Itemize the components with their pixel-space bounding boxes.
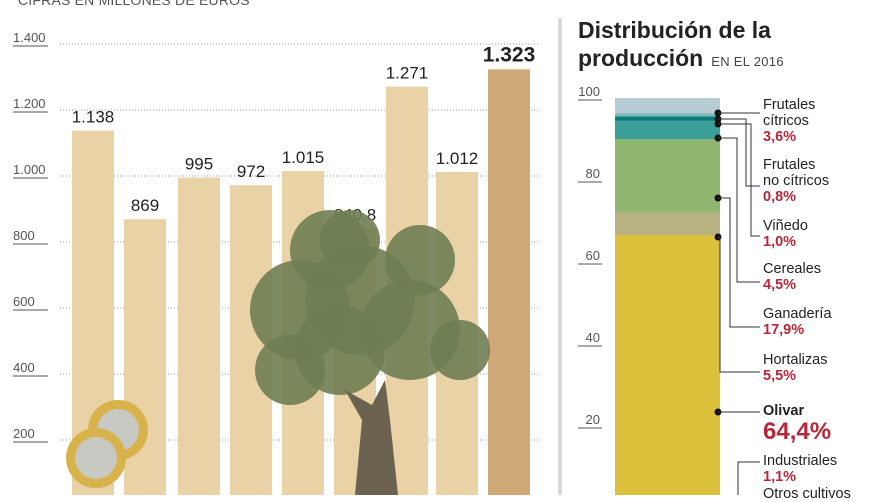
segment-frutales-no-cítricos [615, 112, 720, 117]
distribution-title: Distribución de la producción EN EL 2016 [578, 16, 784, 76]
legend-olivar: Olivar 64,4% [763, 403, 832, 445]
y-tick-label: 1.200 [13, 96, 46, 111]
olive-tree-illustration [250, 210, 490, 495]
euro-coins-illustration [66, 400, 148, 488]
y-tick-label: 200 [13, 426, 35, 441]
segment-hortalizas [615, 211, 720, 236]
leader-line [718, 118, 760, 187]
bar-value-label: 1.323 [483, 43, 536, 66]
y-tick-label: 80 [586, 166, 600, 181]
y-tick-label: 60 [586, 248, 600, 263]
legend-vinedo: Viñedo 1,0% [763, 218, 808, 250]
title-line-2: producción [578, 45, 704, 71]
bar-value-label: 1.138 [72, 107, 115, 126]
leader-dot [714, 134, 722, 142]
bar-value-label: 869 [131, 196, 159, 215]
leader-line [718, 197, 760, 328]
leader-dot [714, 120, 722, 128]
leader-dot [714, 233, 722, 241]
legend-otros-cultivos: Otros cultivos [763, 486, 851, 502]
legend-hortalizas: Hortalizas 5,5% [763, 352, 828, 384]
y-tick-label: 800 [13, 228, 35, 243]
legend-ganaderia: Ganadería 17,9% [763, 306, 832, 338]
leader-dot [714, 408, 722, 416]
y-tick-label: 1.400 [13, 30, 46, 45]
divider [558, 18, 562, 495]
bar [488, 69, 530, 495]
y-tick-label: 1.000 [13, 162, 46, 177]
leader-dot [714, 115, 722, 123]
title-line-1: Distribución de la [578, 17, 771, 43]
annual-production-bar-chart: 200 400 600 800 1.000 1.200 1.400 1.138 869 995 97… [13, 30, 540, 495]
bar [178, 177, 220, 495]
y-tick-label: 40 [586, 330, 600, 345]
legend-frutales-citricos: Frutales cítricos 3,6% [763, 97, 816, 145]
segment-viñedo [615, 116, 720, 121]
y-tick-label: 400 [13, 360, 35, 375]
bar-value-label: 995 [185, 155, 213, 174]
leader-dot [714, 194, 722, 202]
bar-value-label: 1.271 [386, 64, 429, 83]
y-tick-label: 20 [586, 412, 600, 427]
legend-industriales: Industriales 1,1% [763, 453, 838, 485]
bar-value-label: 1.015 [282, 148, 325, 167]
leader-line [737, 461, 760, 495]
y-tick-label: 100 [578, 84, 600, 99]
segment-frutales-cítricos [615, 98, 720, 114]
bar-value-label: 972 [237, 162, 265, 181]
segment-cereales [615, 120, 720, 140]
chart-subtitle: CIFRAS EN MILLONES DE EUROS [18, 0, 250, 8]
leader-line [718, 236, 760, 373]
segment-olivar [615, 234, 720, 495]
distribution-subtitle: EN EL 2016 [711, 54, 784, 69]
leader-dot [714, 109, 722, 117]
leader-line [718, 137, 760, 283]
legend-frutales-no-citricos: Frutales no cítricos 0,8% [763, 157, 830, 205]
segment-ganadería [615, 138, 720, 213]
leader-line [718, 123, 760, 237]
y-tick-label: 600 [13, 294, 35, 309]
bar-value-label: 1.012 [436, 149, 479, 168]
legend-cereales: Cereales 4,5% [763, 261, 822, 293]
